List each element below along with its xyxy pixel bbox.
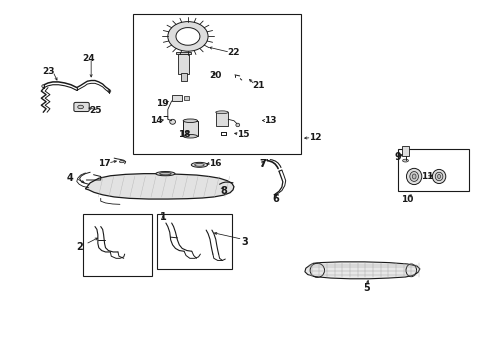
Ellipse shape	[406, 168, 421, 185]
Text: 13: 13	[263, 116, 276, 125]
Ellipse shape	[169, 119, 175, 124]
Text: 21: 21	[252, 81, 264, 90]
Ellipse shape	[160, 172, 171, 175]
Ellipse shape	[411, 174, 415, 179]
Text: 11: 11	[421, 172, 433, 181]
Text: 14: 14	[149, 116, 162, 125]
Text: 8: 8	[220, 186, 227, 196]
Text: 1: 1	[159, 212, 166, 222]
Text: 6: 6	[272, 194, 279, 204]
Ellipse shape	[78, 105, 83, 109]
Text: 9: 9	[394, 152, 401, 162]
Ellipse shape	[431, 170, 445, 184]
Polygon shape	[304, 262, 419, 279]
Text: 2: 2	[76, 242, 82, 252]
Text: 7: 7	[259, 159, 265, 169]
Text: 22: 22	[227, 48, 239, 57]
Bar	[184, 96, 188, 100]
FancyBboxPatch shape	[74, 102, 89, 112]
Text: 25: 25	[89, 105, 102, 114]
Bar	[176, 51, 190, 54]
Ellipse shape	[215, 111, 228, 114]
Text: 23: 23	[42, 67, 55, 76]
Ellipse shape	[235, 123, 239, 127]
Text: 5: 5	[363, 283, 369, 293]
Bar	[178, 54, 188, 74]
Text: 24: 24	[82, 54, 95, 63]
Bar	[181, 73, 186, 81]
Bar	[401, 146, 408, 156]
Polygon shape	[85, 174, 233, 199]
Ellipse shape	[183, 135, 197, 138]
Bar	[397, 149, 468, 191]
Text: 4: 4	[66, 173, 73, 183]
Ellipse shape	[194, 163, 204, 166]
Bar	[157, 214, 231, 269]
Bar	[82, 214, 152, 276]
Text: 15: 15	[236, 130, 249, 139]
Text: 10: 10	[401, 195, 413, 204]
Ellipse shape	[183, 119, 197, 122]
Ellipse shape	[191, 162, 207, 167]
Text: 12: 12	[308, 133, 321, 142]
Bar	[171, 95, 182, 101]
Text: 19: 19	[156, 99, 168, 108]
Ellipse shape	[434, 172, 442, 181]
Ellipse shape	[409, 171, 418, 181]
Ellipse shape	[119, 161, 124, 163]
Text: 20: 20	[209, 71, 222, 80]
Text: 18: 18	[178, 130, 190, 139]
Text: 3: 3	[241, 237, 247, 247]
Ellipse shape	[41, 85, 44, 87]
Ellipse shape	[437, 174, 440, 179]
Bar	[183, 121, 197, 136]
Ellipse shape	[402, 159, 407, 162]
Bar	[133, 14, 301, 154]
Text: 17: 17	[98, 158, 110, 167]
Ellipse shape	[108, 90, 111, 93]
Bar	[215, 112, 228, 126]
Ellipse shape	[156, 171, 175, 176]
Text: 16: 16	[209, 158, 222, 167]
